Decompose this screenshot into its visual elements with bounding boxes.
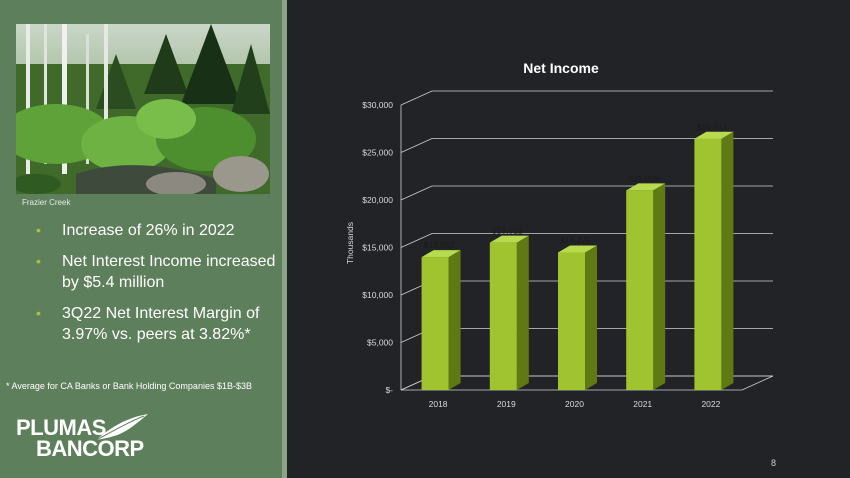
bullet-item: • Net Interest Income increased by $5.4 m…	[36, 251, 276, 293]
bar-top	[489, 235, 529, 243]
x-tick-label: 2018	[429, 399, 448, 409]
bar-front	[626, 190, 654, 390]
bar-side	[448, 250, 461, 390]
x-tick-label: 2020	[565, 399, 584, 409]
net-income-chart: $- $5,000 $10,000 $15,000 $20,000 $25,000 $30,…	[345, 60, 774, 409]
bullet-text: Increase of 26% in 2022	[62, 222, 235, 239]
feather-icon	[95, 414, 148, 441]
data-label: $14,475	[560, 235, 591, 245]
y-tick-label: $30,000	[362, 100, 393, 110]
data-label: $21,009	[628, 173, 659, 183]
x-tick-label: 2021	[633, 399, 652, 409]
footnote: * Average for CA Banks or Bank Holding C…	[6, 381, 252, 391]
y-axis-title: Thousands	[345, 222, 355, 264]
chart-panel: $- $5,000 $10,000 $15,000 $20,000 $25,000 $30,…	[287, 0, 850, 478]
forest-photo	[16, 24, 270, 194]
bar-front	[558, 252, 585, 390]
bullet-icon: •	[36, 305, 41, 321]
bullet-item: • 3Q22 Net Interest Margin of 3.97% vs. p…	[36, 303, 276, 345]
logo-line-1: PLUMAS	[16, 415, 106, 440]
x-tick-label: 2019	[497, 399, 516, 409]
gridline	[400, 90, 773, 106]
bullet-icon: •	[36, 253, 41, 269]
bullet-text: 3Q22 Net Interest Margin of 3.97% vs. pe…	[62, 305, 260, 343]
bullet-icon: •	[36, 222, 41, 238]
key-points-list: • Increase of 26% in 2022 • Net Interest I…	[36, 220, 276, 355]
bar-front	[694, 138, 722, 390]
bar-top	[421, 250, 461, 258]
bar-front	[489, 242, 517, 390]
bar-side	[516, 235, 529, 390]
y-tick-label: $10,000	[362, 290, 393, 300]
bar-2020	[558, 245, 597, 390]
left-panel: Frazier Creek • Increase of 26% in 2022 •…	[0, 0, 282, 478]
page-number: 8	[770, 458, 776, 468]
y-tick-label: $20,000	[362, 195, 393, 205]
bar-side	[585, 245, 597, 390]
bar-2018	[421, 250, 461, 390]
forest-photo-art	[16, 24, 270, 194]
bar-top	[558, 245, 597, 253]
bar-top	[694, 131, 734, 139]
bar-front	[421, 257, 449, 390]
bar-top	[626, 183, 666, 191]
data-label: $15,512	[492, 226, 523, 236]
bar-2022	[694, 131, 734, 391]
x-tick-label: 2022	[701, 399, 720, 409]
chart-title: Net Income	[523, 60, 599, 76]
y-tick-label: $25,000	[362, 148, 393, 158]
photo-caption: Frazier Creek	[22, 198, 71, 207]
y-tick-label: $15,000	[362, 243, 393, 253]
logo-line-2: BANCORP	[36, 436, 144, 461]
y-tick-label: $5,000	[367, 338, 393, 348]
bullet-item: • Increase of 26% in 2022	[36, 220, 276, 241]
data-label: $26,444	[697, 122, 728, 132]
bar-side	[653, 183, 666, 390]
bar-2019	[489, 235, 529, 390]
gridline	[400, 138, 773, 153]
y-tick-label: $-	[385, 385, 393, 395]
bar-2021	[626, 183, 666, 390]
data-label: $13,992	[424, 240, 455, 250]
panel-divider	[282, 0, 287, 478]
bar-side	[721, 131, 734, 391]
bullet-text: Net Interest Income increased by $5.4 mi…	[62, 253, 276, 291]
